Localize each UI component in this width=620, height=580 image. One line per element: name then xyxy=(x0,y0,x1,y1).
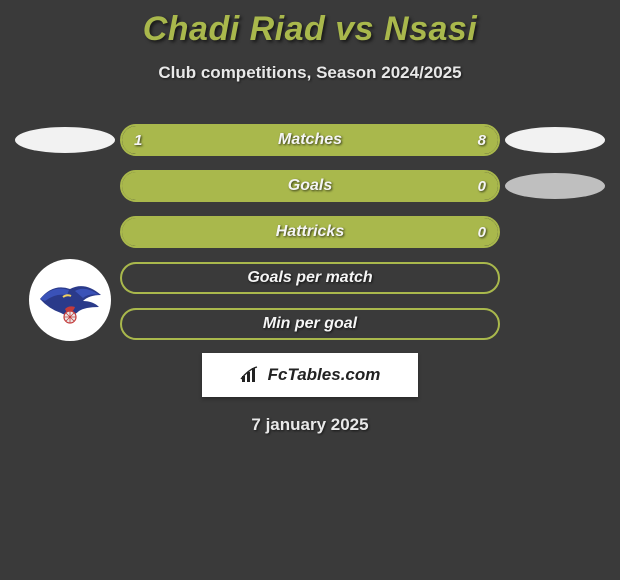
stat-label: Goals xyxy=(122,177,498,195)
player-blob-icon xyxy=(505,173,605,199)
player-blob-icon xyxy=(15,127,115,153)
right-side-slot xyxy=(500,173,610,199)
right-side-slot xyxy=(500,127,610,153)
stat-label: Goals per match xyxy=(122,269,498,287)
stat-row: 1 Matches 8 xyxy=(10,123,610,157)
comparison-chart: 1 Matches 8 xyxy=(0,123,620,435)
stat-label: Hattricks xyxy=(122,223,498,241)
stat-label: Min per goal xyxy=(122,315,498,333)
watermark-text: FcTables.com xyxy=(268,365,381,385)
eagle-crest-icon xyxy=(35,265,105,335)
stat-row: Hattricks 0 xyxy=(10,215,610,249)
club-crest-icon xyxy=(29,259,111,341)
right-value: 0 xyxy=(478,224,486,241)
player-blob-icon xyxy=(505,127,605,153)
left-side-slot xyxy=(10,127,120,153)
page-title: Chadi Riad vs Nsasi xyxy=(0,0,620,49)
right-value: 8 xyxy=(478,132,486,149)
stat-bar: Min per goal xyxy=(120,308,500,340)
watermark-badge: FcTables.com xyxy=(202,353,418,397)
stat-row: Goals 0 xyxy=(10,169,610,203)
bar-chart-icon xyxy=(240,366,262,384)
stat-label: Matches xyxy=(122,131,498,149)
stat-bar: 1 Matches 8 xyxy=(120,124,500,156)
stat-bar: Hattricks 0 xyxy=(120,216,500,248)
date-label: 7 january 2025 xyxy=(10,415,610,435)
stat-bar: Goals per match xyxy=(120,262,500,294)
right-value: 0 xyxy=(478,178,486,195)
stat-bar: Goals 0 xyxy=(120,170,500,202)
page-subtitle: Club competitions, Season 2024/2025 xyxy=(0,63,620,83)
